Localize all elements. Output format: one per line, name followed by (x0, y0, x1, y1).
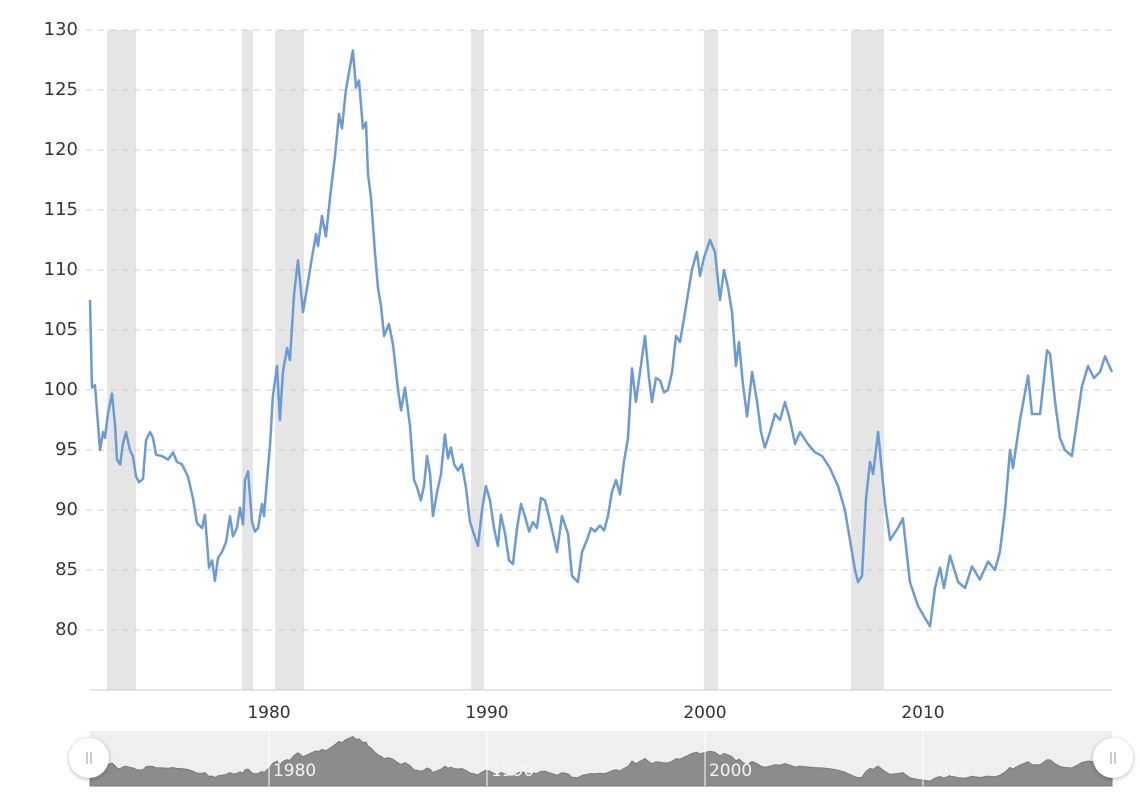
recession-band (107, 30, 136, 690)
handle-circle (1093, 738, 1133, 778)
recession-band (241, 30, 254, 690)
navigator-tick-label: 1990 (491, 761, 534, 781)
recession-band (471, 30, 484, 690)
navigator-tick-label: 2000 (709, 761, 752, 781)
data-line (88, 49, 1114, 628)
handle-circle (69, 738, 109, 778)
y-tick-label: 120 (44, 139, 78, 160)
y-tick-label: 115 (44, 199, 78, 220)
y-tick-label: 105 (44, 319, 78, 340)
x-tick-label: 1980 (247, 703, 290, 723)
y-tick-label: 130 (44, 19, 78, 40)
y-tick-label: 125 (44, 79, 78, 100)
recession-band (851, 30, 884, 690)
navigator-tick-label: 1980 (273, 761, 316, 781)
navigator-area (89, 736, 1113, 787)
y-tick-label: 100 (44, 379, 78, 400)
recession-band (703, 30, 719, 690)
x-tick-label: 2000 (683, 703, 726, 723)
navigator-tick-label: 2010 (927, 761, 970, 781)
x-tick-label: 1990 (465, 703, 508, 723)
y-tick-label: 110 (44, 259, 78, 280)
x-tick-label: 2010 (901, 703, 944, 723)
navigator-handle[interactable] (69, 738, 109, 778)
navigator-handle[interactable] (1093, 738, 1133, 778)
